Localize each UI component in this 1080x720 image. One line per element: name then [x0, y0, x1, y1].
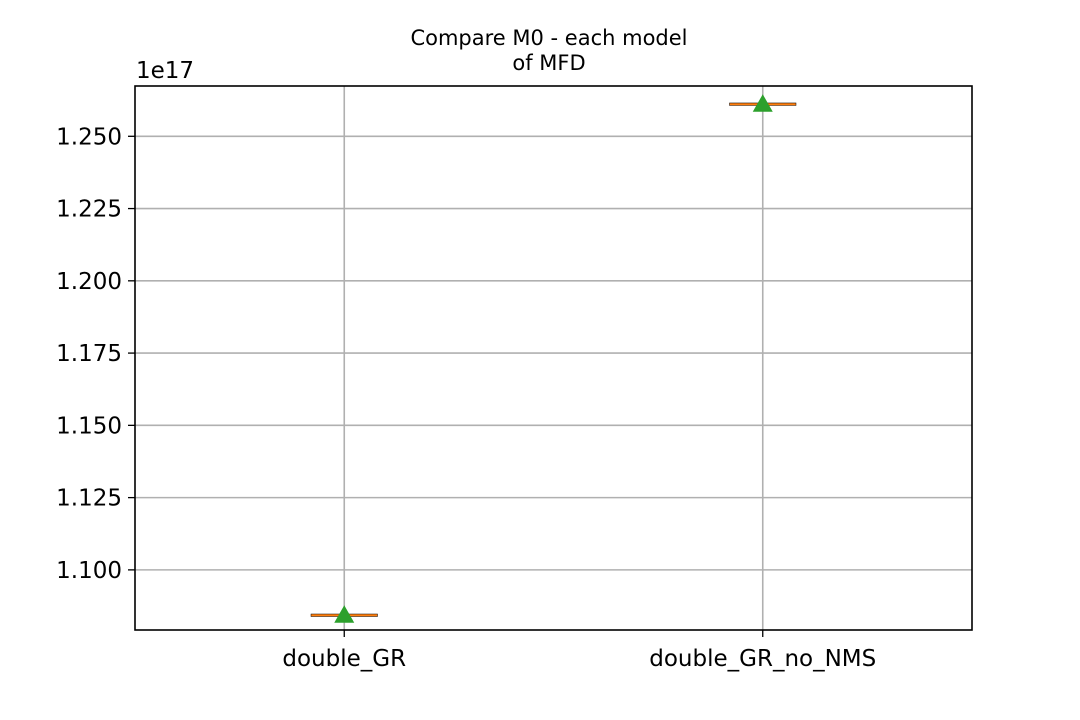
y-axis-offset-label: 1e17 [136, 58, 194, 84]
plot-frame [134, 85, 973, 631]
mean-marker-double_GR_no_NMS [752, 94, 773, 112]
chart-title-line-1: Compare M0 - each model [410, 26, 687, 50]
y-tick-label: 1.250 [56, 124, 122, 150]
y-tick-label: 1.200 [56, 269, 122, 295]
x-tick-label: double_GR_no_NMS [649, 646, 876, 672]
mean-marker-double_GR [334, 605, 355, 623]
axes: 1.100 1.125 1.150 1.175 1.200 1.225 1.250 doubl… [56, 85, 973, 672]
grid-lines [135, 86, 972, 630]
y-tick-label: 1.150 [56, 413, 122, 439]
y-tick-label: 1.125 [56, 486, 122, 512]
y-tick-label: 1.175 [56, 341, 122, 367]
x-tick-label: double_GR [282, 646, 406, 672]
chart-title-line-2: of MFD [512, 51, 585, 75]
box-plot-marks [310, 94, 797, 623]
y-tick-label: 1.225 [56, 197, 122, 223]
y-tick-label: 1.100 [56, 558, 122, 584]
